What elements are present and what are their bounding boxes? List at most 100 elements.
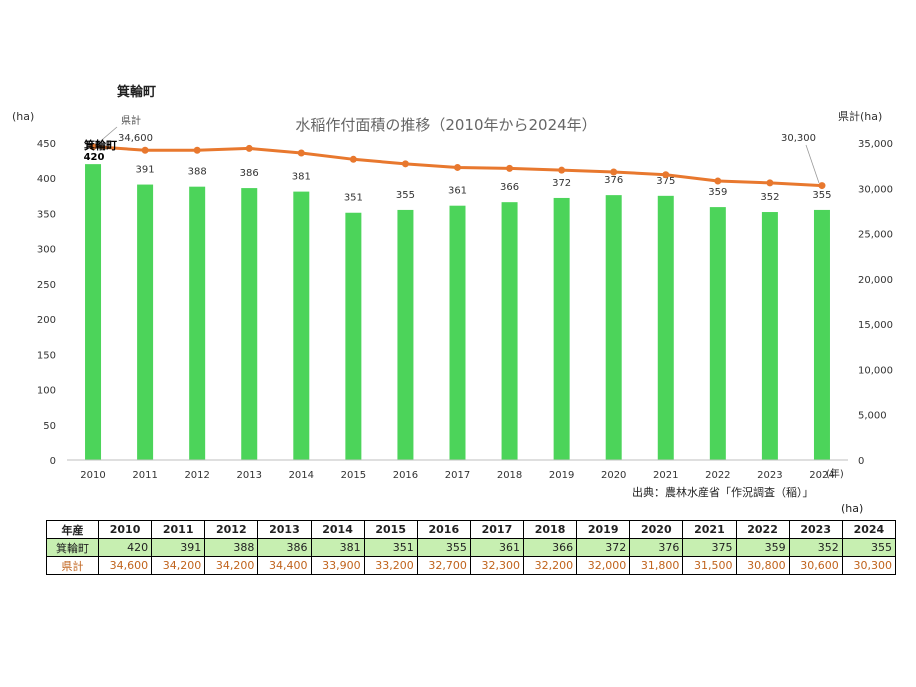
left-tick-label: 400 xyxy=(37,174,56,185)
table-cell: 34,600 xyxy=(97,556,153,575)
bar-value-label: 366 xyxy=(500,182,519,193)
line-point-2023 xyxy=(766,179,774,187)
x-tick-label: 2024 xyxy=(809,470,834,481)
table-year-cell: 2015 xyxy=(363,520,418,539)
bar-2017 xyxy=(449,205,466,460)
table-cell: 391 xyxy=(151,538,206,557)
table-cell: 31,500 xyxy=(682,556,737,575)
table-cell: 34,200 xyxy=(151,556,206,575)
table-year-cell: 2014 xyxy=(310,520,365,539)
right-tick-label: 30,000 xyxy=(858,184,893,195)
table-year-cell: 2023 xyxy=(788,520,843,539)
table-cell: 372 xyxy=(576,538,631,557)
right-tick-label: 0 xyxy=(858,456,864,467)
line-point-2011 xyxy=(141,146,149,154)
bar-2019 xyxy=(553,197,570,461)
table-cell: 361 xyxy=(469,538,525,557)
bar-value-label: 420 xyxy=(84,152,105,163)
right-tick-label: 15,000 xyxy=(858,320,893,331)
bar-value-label: 361 xyxy=(448,186,467,197)
table-header-label: 年産 xyxy=(46,520,99,539)
x-tick-label: 2011 xyxy=(132,470,157,481)
table-year-cell: 2012 xyxy=(204,520,259,539)
bar-2020 xyxy=(605,195,622,460)
line-point-2021 xyxy=(662,171,670,179)
table-year-cell: 2016 xyxy=(416,520,471,539)
town-title: 箕輪町 xyxy=(117,85,157,100)
bar-2022 xyxy=(709,207,726,460)
table-year-cell: 2020 xyxy=(629,520,684,539)
bar-value-label: 352 xyxy=(760,192,779,203)
bar-2016 xyxy=(397,209,414,460)
bar-2014 xyxy=(293,191,310,460)
table-header-row: 年産 2010 2011 2012 2013 2014 2015 2016 2017 2018 20… xyxy=(46,520,897,539)
right-tick-label: 20,000 xyxy=(858,275,893,286)
table-cell: 32,300 xyxy=(469,556,525,575)
right-tick-label: 35,000 xyxy=(858,139,893,150)
table-year-cell: 2021 xyxy=(682,520,737,539)
x-tick-label: 2019 xyxy=(549,470,574,481)
x-tick-label: 2015 xyxy=(341,470,366,481)
table-cell: 381 xyxy=(310,538,365,557)
table-cell: 33,200 xyxy=(363,556,418,575)
chart-title: 水稲作付面積の推移（2010年から2024年） xyxy=(295,116,596,134)
line-point-2010 xyxy=(89,143,97,151)
bar-2013 xyxy=(241,188,258,460)
bar-series-label: 箕輪町 xyxy=(83,138,117,152)
left-tick-label: 50 xyxy=(43,421,56,432)
line-point-2015 xyxy=(349,155,357,163)
line-point-2019 xyxy=(558,166,566,174)
left-tick-label: 150 xyxy=(37,350,56,361)
x-tick-label: 2014 xyxy=(289,470,314,481)
right-tick-label: 5,000 xyxy=(858,411,887,422)
right-tick-label: 10,000 xyxy=(858,365,893,376)
bar-value-label: 375 xyxy=(656,176,675,187)
x-tick-label: 2020 xyxy=(601,470,626,481)
x-tick-label: 2010 xyxy=(80,470,105,481)
bar-value-label: 381 xyxy=(292,172,311,183)
bar-value-label: 359 xyxy=(708,187,727,198)
x-tick-label: 2012 xyxy=(184,470,209,481)
bar-value-label: 391 xyxy=(136,165,155,176)
table-cell: 32,000 xyxy=(576,556,631,575)
table-cell: 366 xyxy=(522,538,578,557)
left-tick-label: 250 xyxy=(37,280,56,291)
x-tick-label: 2018 xyxy=(497,470,522,481)
line-series-label-leader xyxy=(95,126,118,146)
x-axis-unit: (年) xyxy=(826,467,844,480)
source-note: 出典：農林水産省「作況調査（稲）」 xyxy=(632,486,814,499)
bar-2023 xyxy=(761,212,778,460)
table-year-cell: 2024 xyxy=(841,520,897,539)
table-cell: 32,200 xyxy=(522,556,578,575)
bar-value-label: 372 xyxy=(552,178,571,189)
data-table: 年産 2010 2011 2012 2013 2014 2015 2016 2017 2018 20… xyxy=(46,520,897,575)
table-cell: 376 xyxy=(629,538,684,557)
x-tick-label: 2016 xyxy=(393,470,418,481)
table-year-cell: 2011 xyxy=(151,520,206,539)
bar-value-label: 355 xyxy=(396,190,415,201)
table-cell: 31,800 xyxy=(629,556,684,575)
table-cell: 351 xyxy=(363,538,418,557)
left-tick-label: 200 xyxy=(37,315,56,326)
table-cell: 375 xyxy=(682,538,737,557)
table-row: 箕輪町 420 391 388 386 381 351 355 361 366 372 376 375 3… xyxy=(46,538,897,557)
table-cell: 33,900 xyxy=(310,556,365,575)
table-row-label: 箕輪町 xyxy=(46,538,99,557)
bar-2011 xyxy=(137,184,154,460)
table-cell: 355 xyxy=(841,538,897,557)
line-point-2018 xyxy=(506,164,514,172)
table-cell: 386 xyxy=(257,538,312,557)
table-cell: 388 xyxy=(204,538,259,557)
table-year-cell: 2010 xyxy=(97,520,153,539)
table-cell: 30,600 xyxy=(788,556,843,575)
table-cell: 352 xyxy=(788,538,843,557)
table-row: 県計 34,600 34,200 34,200 34,400 33,900 33,200 32… xyxy=(46,556,897,575)
line-last-value-leader xyxy=(805,144,820,184)
right-tick-label: 25,000 xyxy=(858,230,893,241)
bar-2024 xyxy=(813,209,830,460)
table-row-label: 県計 xyxy=(46,556,99,575)
x-tick-label: 2013 xyxy=(237,470,262,481)
left-tick-label: 0 xyxy=(50,456,56,467)
table-cell: 30,800 xyxy=(735,556,790,575)
line-point-2014 xyxy=(297,149,305,157)
